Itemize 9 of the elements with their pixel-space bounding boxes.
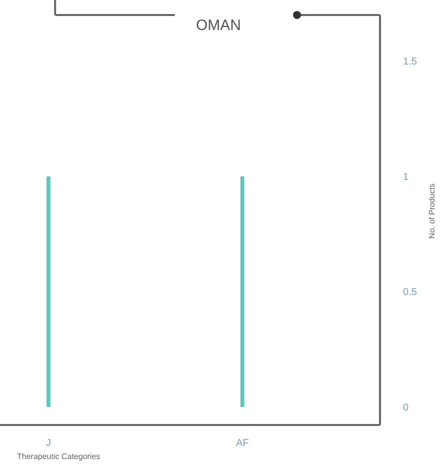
- x-tick-label: J: [46, 438, 51, 449]
- y-axis-title: No. of Products: [427, 183, 436, 239]
- y-tick-label: 1: [403, 172, 409, 183]
- x-tick-label: AF: [236, 438, 249, 449]
- y-tick-label: 1.5: [403, 56, 418, 68]
- y-tick-label: 0: [403, 402, 409, 414]
- chart-title: OMAN: [196, 17, 241, 34]
- x-axis-title: Therapeutic Categories: [17, 452, 100, 461]
- y-tick-label: 0.5: [403, 287, 418, 298]
